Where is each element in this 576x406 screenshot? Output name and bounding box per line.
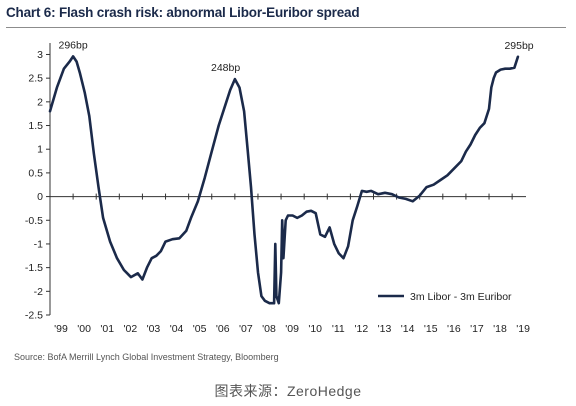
- x-tick-label: '16: [447, 323, 461, 335]
- y-tick-label: 2.5: [28, 73, 43, 85]
- y-tick-label: -2: [34, 286, 43, 298]
- y-tick-label: -1.5: [25, 262, 43, 274]
- x-tick-label: '15: [424, 323, 438, 335]
- x-tick-label: '09: [285, 323, 299, 335]
- source-note: Source: BofA Merrill Lynch Global Invest…: [14, 352, 279, 362]
- peak-annotation: 296bp: [59, 39, 88, 51]
- x-tick-label: '99: [54, 323, 68, 335]
- x-tick-label: '19: [516, 323, 530, 335]
- x-tick-label: '17: [470, 323, 484, 335]
- x-tick-label: '18: [493, 323, 507, 335]
- x-tick-label: '14: [401, 323, 415, 335]
- chart-axes: [46, 43, 526, 316]
- x-tick-label: '08: [262, 323, 276, 335]
- y-tick-label: -1: [34, 238, 43, 250]
- y-tick-label: -2.5: [25, 310, 43, 322]
- line-chart: 32.521.510.50-0.5-1-1.5-2-2.5 '99'00'01 '…: [25, 39, 534, 335]
- x-tick-label: '02: [123, 323, 137, 335]
- x-tick-label: '04: [170, 323, 184, 335]
- x-tick-label: '11: [332, 323, 345, 335]
- x-tick-label: '05: [193, 323, 207, 335]
- x-tick-label: '00: [77, 323, 91, 335]
- title-divider: [6, 27, 566, 28]
- image-caption: 图表来源：ZeroHedge: [214, 383, 362, 399]
- peak-annotation: 248bp: [211, 62, 240, 74]
- x-tick-label: '03: [147, 323, 161, 335]
- legend: 3m Libor - 3m Euribor: [378, 291, 512, 303]
- x-tick-label: '13: [378, 323, 392, 335]
- annotations: 296bp 248bp 295bp: [59, 39, 534, 74]
- series-group: [48, 55, 520, 305]
- peak-annotation: 295bp: [504, 40, 533, 52]
- chart-title: Chart 6: Flash crash risk: abnormal Libo…: [6, 5, 360, 20]
- y-axis-labels: 3 2.5 2 1.5 1 0.5 0 -0.5 -1 -1.5 -2 -2.5: [25, 49, 43, 322]
- x-tick-label: '12: [355, 323, 369, 335]
- x-tick-label: '07: [239, 323, 253, 335]
- x-tick-label: '06: [216, 323, 230, 335]
- y-tick-label: 0: [37, 191, 43, 203]
- y-tick-label: 1.5: [28, 120, 43, 132]
- series-line: [48, 55, 520, 305]
- x-tick-label: '10: [308, 323, 322, 335]
- y-tick-label: 2: [37, 96, 43, 108]
- y-tick-label: 0.5: [28, 167, 43, 179]
- legend-label: 3m Libor - 3m Euribor: [410, 291, 512, 303]
- x-axis-labels: '99 '00 '01 '02 '03 '04 '05 '06 '07 '08 '09 '10 '11 '…: [54, 323, 530, 335]
- y-tick-label: 3: [37, 49, 43, 61]
- y-tick-label: 1: [37, 144, 43, 156]
- x-tick-label: '01: [100, 323, 114, 335]
- y-tick-label: -0.5: [25, 215, 43, 227]
